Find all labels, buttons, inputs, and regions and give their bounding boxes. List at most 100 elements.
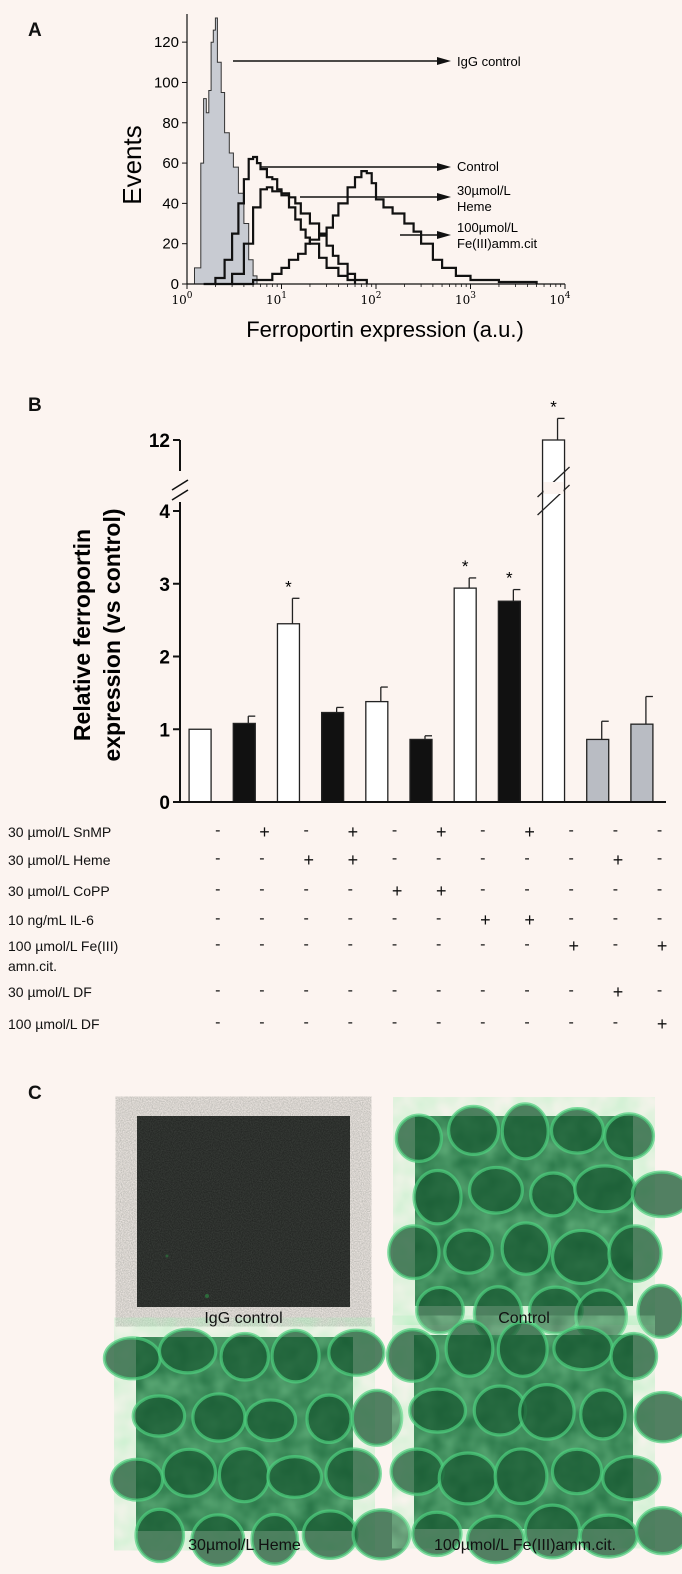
cell xyxy=(109,1457,165,1502)
y-tick-label: 1 xyxy=(159,720,170,741)
cell xyxy=(472,1384,528,1437)
y-tick-label: 2 xyxy=(159,648,170,669)
cell xyxy=(529,1171,578,1218)
cell xyxy=(266,1455,324,1499)
treatment-sign: - xyxy=(568,1014,574,1031)
treatment-sign: - xyxy=(612,822,619,839)
significance-marker: * xyxy=(506,569,513,588)
cell xyxy=(496,1320,549,1378)
cell xyxy=(161,1447,218,1498)
cell xyxy=(408,1387,468,1434)
treatment-sign: - xyxy=(568,850,574,867)
panel-b-label: B xyxy=(28,395,42,416)
treatment-sign: - xyxy=(259,850,265,867)
treatment-sign: - xyxy=(656,822,663,839)
treatment-sign: - xyxy=(391,822,398,839)
bar-0 xyxy=(188,728,212,803)
treatment-label: 100 µmol/L DF xyxy=(8,1016,100,1032)
treatment-sign: + xyxy=(524,910,535,930)
annotation-label: 100µmol/L xyxy=(457,220,518,235)
treatment-sign: - xyxy=(436,910,442,927)
panel-c-label: C xyxy=(28,1083,42,1104)
treatment-sign: + xyxy=(524,822,535,842)
treatment-sign: + xyxy=(656,1014,668,1034)
treatment-sign: - xyxy=(215,936,221,953)
bar-1 xyxy=(232,722,256,803)
y-tick-label: 120 xyxy=(154,34,179,51)
cell xyxy=(443,1228,494,1275)
micrograph-heme xyxy=(102,1327,412,1567)
cell xyxy=(415,1285,465,1335)
treatment-sign: + xyxy=(656,936,668,956)
treatment-sign: - xyxy=(612,1014,619,1031)
treatment-sign: + xyxy=(480,910,491,930)
treatment-sign: - xyxy=(568,881,574,898)
cell xyxy=(633,1390,682,1444)
treatment-sign: + xyxy=(612,982,624,1002)
treatment-sign: - xyxy=(436,936,442,953)
cell xyxy=(387,1224,441,1281)
bar-2 xyxy=(276,623,301,803)
axis-break-mark xyxy=(171,489,189,501)
cell xyxy=(518,1383,576,1441)
treatment-sign: + xyxy=(612,850,624,870)
treatment-sign: - xyxy=(568,982,574,999)
treatment-sign: - xyxy=(524,881,530,898)
treatment-sign: - xyxy=(347,936,353,953)
cell xyxy=(634,1506,682,1556)
y-tick-label: 0 xyxy=(159,793,170,814)
cell xyxy=(270,1328,321,1384)
treatment-sign: - xyxy=(480,822,486,839)
y-axis-title: Events xyxy=(117,125,147,205)
treatment-sign: - xyxy=(215,822,221,839)
treatment-sign: + xyxy=(391,881,403,901)
break-slash xyxy=(537,484,570,516)
cell xyxy=(609,1331,659,1381)
cell xyxy=(550,1447,604,1496)
cell xyxy=(447,1104,501,1156)
treatment-sign: - xyxy=(480,881,486,898)
x-tick-label: 100 xyxy=(171,291,192,307)
annotation-arrow-head xyxy=(437,231,451,239)
cell xyxy=(467,1165,524,1215)
cell xyxy=(157,1327,218,1375)
cell xyxy=(579,1388,627,1441)
annotation-arrow-head xyxy=(437,57,451,65)
cell xyxy=(217,1447,271,1504)
caption-heme: 30µmol/L Heme xyxy=(188,1537,301,1554)
micrograph-igg-control-image xyxy=(137,1116,350,1307)
cell xyxy=(500,1102,550,1161)
treatment-sign: + xyxy=(436,822,447,842)
treatment-sign: - xyxy=(480,850,486,867)
treatment-sign: - xyxy=(656,910,663,927)
y-tick-label: 20 xyxy=(162,236,179,253)
cell xyxy=(219,1331,271,1382)
y-tick-label: 12 xyxy=(149,431,170,452)
treatment-sign: + xyxy=(568,936,580,956)
treatment-label-continued: amn.cit. xyxy=(8,958,58,974)
y-tick-label: 3 xyxy=(159,575,170,596)
treatment-sign: + xyxy=(347,822,359,842)
x-tick-label: 101 xyxy=(266,291,287,307)
cell xyxy=(412,1168,463,1226)
x-tick-label: 102 xyxy=(360,291,381,307)
treatment-sign: - xyxy=(524,982,530,999)
y-tick-label: 4 xyxy=(159,502,170,523)
annotation-label: 30µmol/L xyxy=(457,183,511,198)
treatment-sign: - xyxy=(568,910,574,927)
cell xyxy=(385,1328,440,1383)
cell xyxy=(552,1325,614,1372)
y-tick-label: 100 xyxy=(154,74,179,91)
treatment-sign: - xyxy=(259,1014,265,1031)
annotation-label: Fe(III)amm.cit xyxy=(457,236,538,251)
series-line-1 xyxy=(203,155,357,286)
treatment-sign: - xyxy=(391,982,398,999)
treatment-sign: - xyxy=(259,936,265,953)
treatment-sign: - xyxy=(303,910,309,927)
annotation-arrow-head xyxy=(437,193,451,201)
treatment-sign: - xyxy=(259,982,265,999)
treatment-sign: - xyxy=(303,936,309,953)
treatment-label: 100 µmol/L Fe(III) xyxy=(8,938,119,954)
cell xyxy=(191,1392,247,1443)
treatment-sign: - xyxy=(524,850,530,867)
